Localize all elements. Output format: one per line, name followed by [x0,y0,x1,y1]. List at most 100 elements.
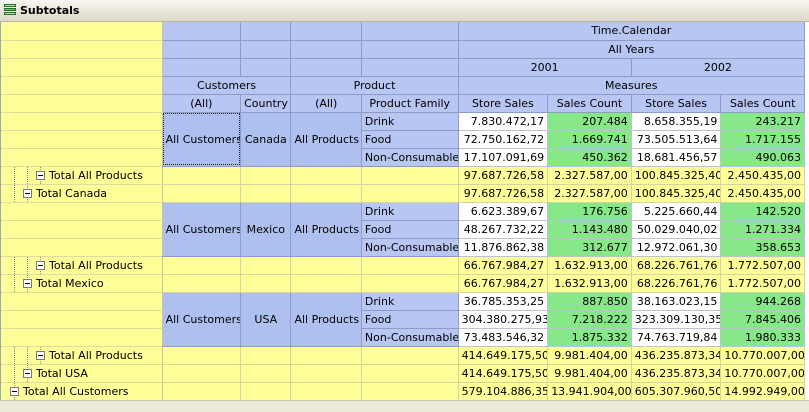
tree-node[interactable]: Total USA [4,364,159,381]
collapse-toggle-icon[interactable] [36,350,45,360]
sales-count-cell[interactable]: 207.484 [547,112,632,131]
all-customers-member[interactable]: All Customers [162,202,242,257]
subtotal-value-cell[interactable]: 66.767.984,27 [458,256,549,275]
tree-node[interactable]: Total Canada [4,184,159,201]
subtotal-value-cell[interactable]: 1.772.507,00 [720,256,805,275]
sales-count-2001-header[interactable]: Sales Count [547,94,632,113]
collapse-toggle-icon[interactable] [36,260,45,270]
product-family-member[interactable]: Food [361,130,459,149]
store-sales-cell[interactable]: 18.681.456,57 [631,148,722,167]
pivot-grid[interactable]: Time.Calendar All Years 2001 2002 Custom… [0,22,809,401]
country-member[interactable]: USA [240,292,292,347]
year-2001-header[interactable]: 2001 [458,58,632,77]
all-products-member[interactable]: All Products [290,292,362,347]
level-all-products-header[interactable]: (All) [290,94,362,113]
subtotal-value-cell[interactable]: 414.649.175,50 [458,364,549,383]
tree-node[interactable]: Total All Products [4,166,159,183]
level-country-header[interactable]: Country [240,94,292,113]
sales-count-cell[interactable]: 312.677 [547,238,632,257]
total-country-row-label[interactable]: Total Mexico [1,274,163,293]
time-dimension-header[interactable]: Time.Calendar [458,22,806,41]
sales-count-cell[interactable]: 1.980.333 [720,328,805,347]
sales-count-cell[interactable]: 243.217 [720,112,805,131]
sales-count-2002-header[interactable]: Sales Count [720,94,805,113]
store-sales-2002-header[interactable]: Store Sales [631,94,722,113]
subtotal-value-cell[interactable]: 2.327.587,00 [547,166,632,185]
product-family-member[interactable]: Food [361,310,459,329]
tree-node[interactable]: Total All Customers [4,382,159,399]
product-family-member[interactable]: Drink [361,202,459,221]
product-family-member[interactable]: Drink [361,112,459,131]
sales-count-cell[interactable]: 490.063 [720,148,805,167]
sales-count-cell[interactable]: 887.850 [547,292,632,311]
collapse-toggle-icon[interactable] [36,170,45,180]
subtotal-value-cell[interactable]: 2.450.435,00 [720,166,805,185]
total-country-row-label[interactable]: Total USA [1,364,163,383]
collapse-toggle-icon[interactable] [23,188,32,198]
sales-count-cell[interactable]: 1.875.332 [547,328,632,347]
store-sales-cell[interactable]: 48.267.732,22 [458,220,549,239]
subtotal-value-cell[interactable]: 100.845.325,40 [631,166,722,185]
sales-count-cell[interactable]: 176.756 [547,202,632,221]
year-2002-header[interactable]: 2002 [631,58,806,77]
store-sales-cell[interactable]: 73.483.546,32 [458,328,549,347]
product-dimension-header[interactable]: Product [290,76,459,95]
sales-count-cell[interactable]: 7.845.406 [720,310,805,329]
sales-count-cell[interactable]: 1.717.155 [720,130,805,149]
store-sales-cell[interactable]: 12.972.061,30 [631,238,722,257]
subtotal-value-cell[interactable]: 2.450.435,00 [720,184,805,203]
subtotal-value-cell[interactable]: 10.770.007,00 [720,346,805,365]
product-family-member[interactable]: Non-Consumable [361,328,459,347]
product-family-member[interactable]: Food [361,220,459,239]
subtotal-value-cell[interactable]: 1.632.913,00 [547,274,632,293]
collapse-toggle-icon[interactable] [23,368,32,378]
measures-header[interactable]: Measures [458,76,806,95]
subtotal-value-cell[interactable]: 68.226.761,76 [631,274,722,293]
tree-node[interactable]: Total All Products [4,346,159,363]
store-sales-cell[interactable]: 36.785.353,25 [458,292,549,311]
store-sales-cell[interactable]: 7.830.472,17 [458,112,549,131]
sales-count-cell[interactable]: 450.362 [547,148,632,167]
sales-count-cell[interactable]: 1.271.334 [720,220,805,239]
subtotal-value-cell[interactable]: 579.104.886,35 [458,382,549,401]
all-customers-member[interactable]: All Customers [162,292,242,347]
sales-count-cell[interactable]: 1.143.480 [547,220,632,239]
sales-count-cell[interactable]: 358.653 [720,238,805,257]
store-sales-cell[interactable]: 304.380.275,93 [458,310,549,329]
store-sales-cell[interactable]: 11.876.862,38 [458,238,549,257]
country-member[interactable]: Canada [240,112,292,167]
subtotal-value-cell[interactable]: 1.772.507,00 [720,274,805,293]
store-sales-cell[interactable]: 8.658.355,19 [631,112,722,131]
store-sales-cell[interactable]: 72.750.162,72 [458,130,549,149]
level-all-customers-header[interactable]: (All) [162,94,242,113]
store-sales-cell[interactable]: 38.163.023,15 [631,292,722,311]
store-sales-cell[interactable]: 50.029.040,02 [631,220,722,239]
subtotal-value-cell[interactable]: 97.687.726,58 [458,166,549,185]
collapse-toggle-icon[interactable] [10,386,19,396]
sales-count-cell[interactable]: 944.268 [720,292,805,311]
collapse-toggle-icon[interactable] [23,278,32,288]
subtotal-value-cell[interactable]: 100.845.325,40 [631,184,722,203]
store-sales-cell[interactable]: 5.225.660,44 [631,202,722,221]
subtotal-value-cell[interactable]: 13.941.904,00 [547,382,632,401]
subtotal-value-cell[interactable]: 10.770.007,00 [720,364,805,383]
all-customers-member[interactable]: All Customers [162,112,242,167]
subtotal-value-cell[interactable]: 605.307.960,50 [631,382,722,401]
grand-total-row-label[interactable]: Total All Customers [1,382,163,401]
subtotal-value-cell[interactable]: 9.981.404,00 [547,364,632,383]
subtotal-value-cell[interactable]: 68.226.761,76 [631,256,722,275]
total-all-products-row-label[interactable]: Total All Products [1,256,163,275]
all-products-member[interactable]: All Products [290,202,362,257]
subtotal-value-cell[interactable]: 97.687.726,58 [458,184,549,203]
all-years-header[interactable]: All Years [458,40,806,59]
subtotal-value-cell[interactable]: 436.235.873,34 [631,346,722,365]
total-all-products-row-label[interactable]: Total All Products [1,346,163,365]
store-sales-cell[interactable]: 6.623.389,67 [458,202,549,221]
total-country-row-label[interactable]: Total Canada [1,184,163,203]
level-product-family-header[interactable]: Product Family [361,94,459,113]
subtotal-value-cell[interactable]: 14.992.949,00 [720,382,805,401]
subtotal-value-cell[interactable]: 9.981.404,00 [547,346,632,365]
country-member[interactable]: Mexico [240,202,292,257]
customers-dimension-header[interactable]: Customers [162,76,292,95]
store-sales-cell[interactable]: 323.309.130,35 [631,310,722,329]
